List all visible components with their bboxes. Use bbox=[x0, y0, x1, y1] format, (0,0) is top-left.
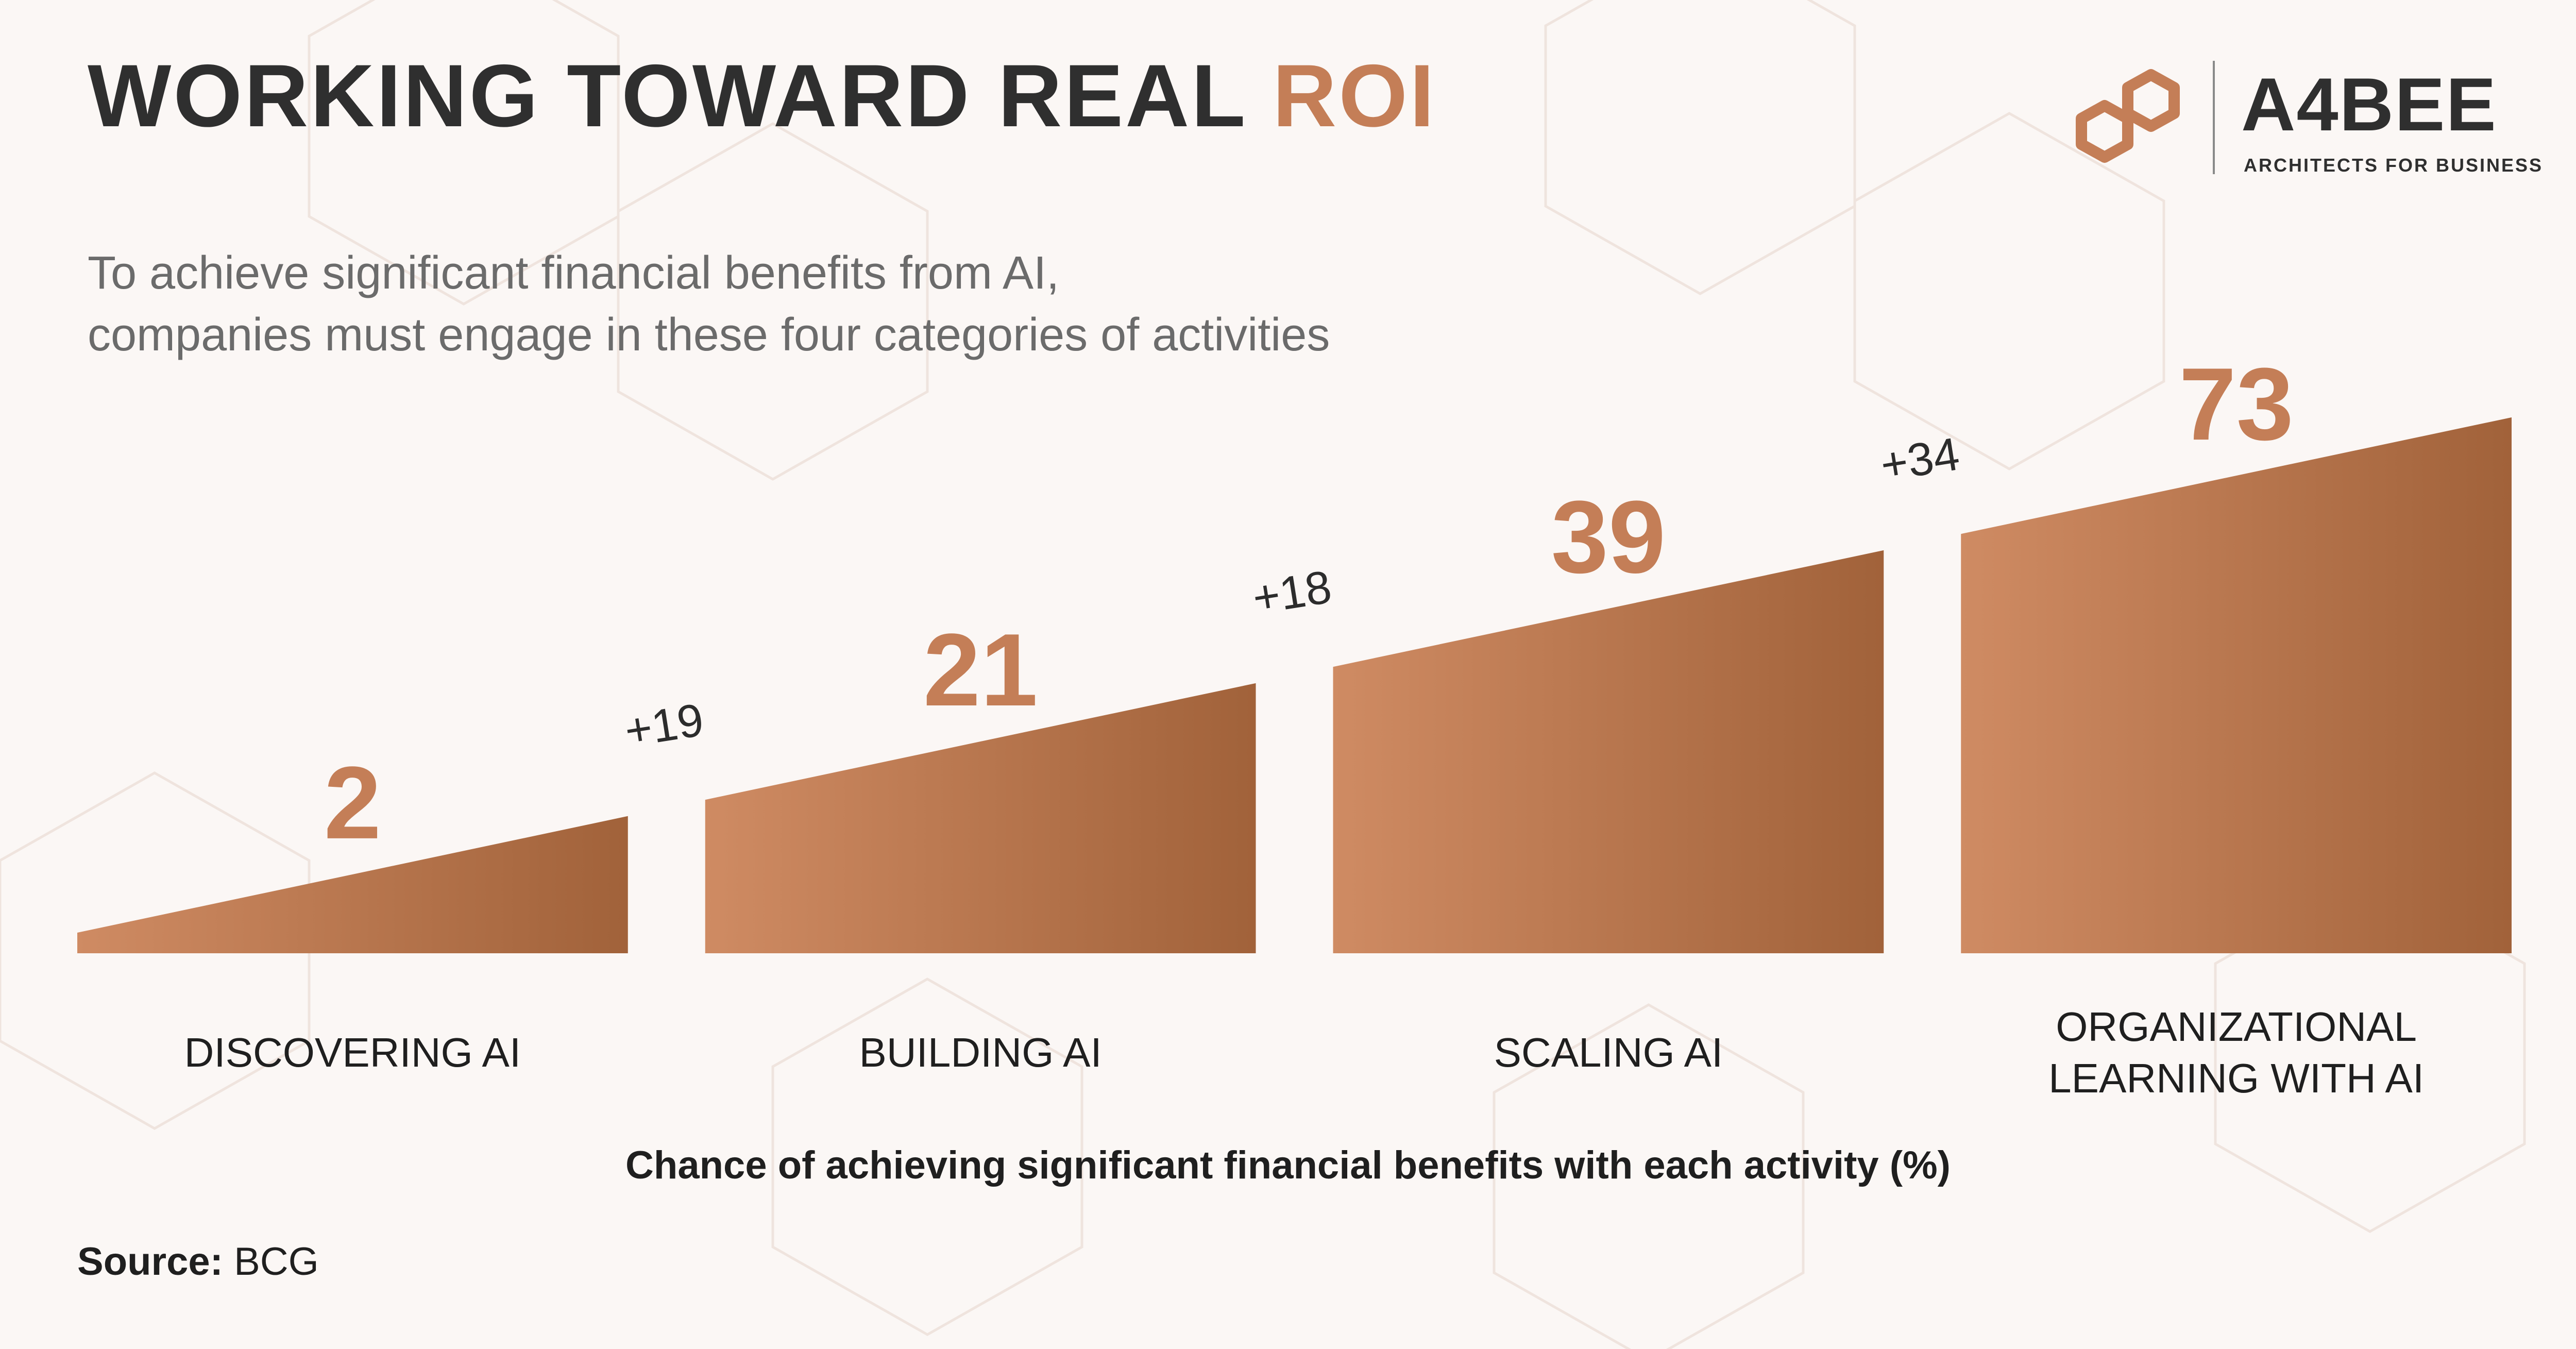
bar-discovering-ai bbox=[77, 816, 628, 953]
title-accent: ROI bbox=[1273, 46, 1436, 145]
chart-x-axis-label: Chance of achieving significant financia… bbox=[625, 1143, 1951, 1187]
bar-scaling-ai bbox=[1333, 550, 1884, 953]
source-note: Source: BCG bbox=[77, 1239, 319, 1284]
value-label-discovering-ai: 2 bbox=[324, 746, 381, 861]
category-label-scaling-ai: SCALING AI bbox=[1494, 1030, 1723, 1075]
bar-organizational-learning-with-ai bbox=[1961, 417, 2512, 953]
category-label-building-ai: BUILDING AI bbox=[859, 1030, 1102, 1075]
bar-building-ai bbox=[705, 683, 1256, 953]
increment-label-2: +18 bbox=[1249, 561, 1335, 625]
source-value: BCG bbox=[223, 1240, 319, 1284]
subtitle-line-1: To achieve significant financial benefit… bbox=[88, 247, 1060, 299]
title-main: WORKING TOWARD REAL bbox=[88, 46, 1273, 145]
category-label-discovering-ai: DISCOVERING AI bbox=[184, 1030, 521, 1075]
logo-divider bbox=[2213, 61, 2215, 174]
increment-label-1: +19 bbox=[621, 694, 707, 757]
company-logo: A4BEE ARCHITECTS FOR BUSINESS bbox=[2061, 57, 2541, 180]
subtitle-line-2: companies must engage in these four cate… bbox=[88, 309, 1330, 361]
logo-tagline: ARCHITECTS FOR BUSINESS bbox=[2244, 155, 2544, 176]
page-title: WORKING TOWARD REAL ROI bbox=[88, 52, 1436, 140]
value-label-building-ai: 21 bbox=[923, 613, 1038, 728]
value-label-scaling-ai: 39 bbox=[1551, 480, 1666, 595]
source-label: Source: bbox=[77, 1240, 223, 1284]
logo-name: A4BEE bbox=[2241, 62, 2497, 146]
increment-label-3: +34 bbox=[1877, 428, 1962, 492]
hexagon-link-icon bbox=[2076, 69, 2180, 163]
category-label-organizational-learning-with-ai: ORGANIZATIONAL LEARNING WITH AI bbox=[2048, 1004, 2424, 1101]
page-subtitle: To achieve significant financial benefit… bbox=[88, 242, 1839, 366]
value-label-organizational-learning-with-ai: 73 bbox=[2179, 347, 2293, 462]
